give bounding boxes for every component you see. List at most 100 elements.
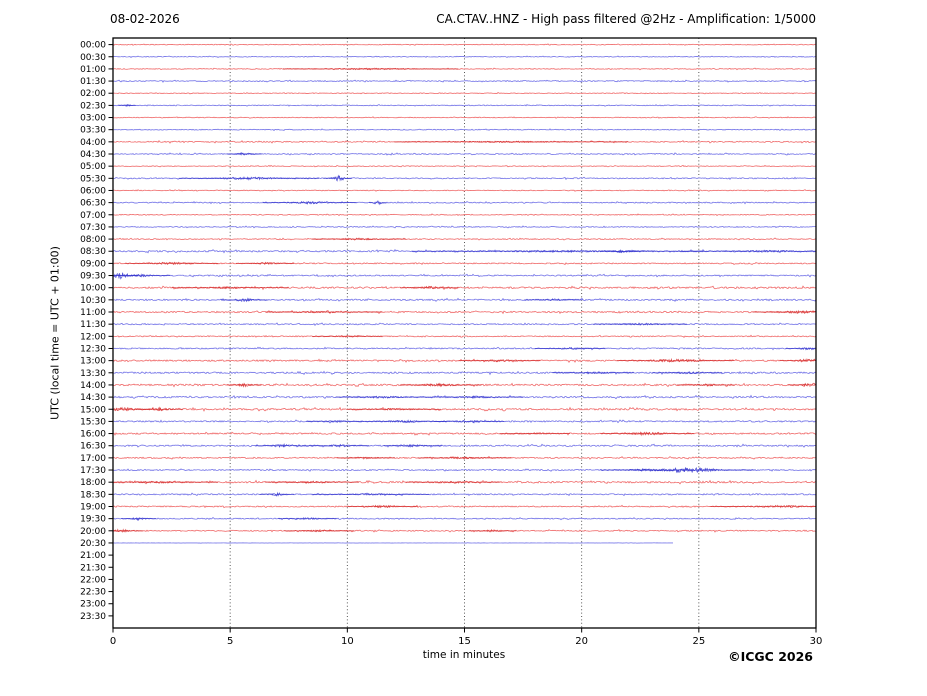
trace-event xyxy=(124,261,219,266)
trace-baseline xyxy=(112,273,817,278)
trace-row-0630 xyxy=(112,200,817,206)
row-label-0030: 00:30 xyxy=(80,53,106,63)
row-label-0130: 01:30 xyxy=(80,77,106,87)
trace-event xyxy=(310,443,370,448)
row-label-1200: 12:00 xyxy=(80,332,106,342)
trace-baseline xyxy=(112,443,817,448)
trace-row-0930 xyxy=(112,272,817,280)
trace-event xyxy=(364,419,447,424)
trace-row-0500 xyxy=(112,164,817,168)
trace-row-1030 xyxy=(112,297,817,303)
trace-baseline xyxy=(112,152,817,156)
row-label-2300: 23:00 xyxy=(80,600,106,610)
row-label-1900: 19:00 xyxy=(80,502,106,512)
trace-event xyxy=(347,407,441,411)
row-label-0530: 05:30 xyxy=(80,174,106,184)
trace-baseline xyxy=(112,67,817,71)
trace-event xyxy=(499,432,570,435)
trace-row-0900 xyxy=(112,261,817,266)
trace-baseline xyxy=(112,189,817,192)
trace-event xyxy=(787,382,816,387)
trace-event xyxy=(417,456,512,460)
trace-event xyxy=(394,140,629,144)
trace-row-2000 xyxy=(112,528,817,533)
page-title: CA.CTAV..HNZ - High pass filtered @2Hz -… xyxy=(436,12,816,26)
trace-row-0400 xyxy=(112,140,817,144)
x-tick-label-15: 15 xyxy=(458,636,471,647)
trace-row-1730 xyxy=(112,467,817,474)
trace-event xyxy=(306,419,365,423)
trace-event xyxy=(220,297,268,303)
trace-row-0330 xyxy=(112,128,817,132)
row-label-1630: 16:30 xyxy=(80,442,106,452)
trace-row-1630 xyxy=(112,442,817,448)
trace-row-1900 xyxy=(112,504,817,509)
trace-row-0000 xyxy=(112,43,817,46)
trace-event xyxy=(282,67,459,71)
row-label-1700: 17:00 xyxy=(80,454,106,464)
row-label-0300: 03:00 xyxy=(80,114,106,124)
trace-baseline xyxy=(112,43,817,46)
trace-event xyxy=(265,310,383,314)
trace-event xyxy=(335,395,430,399)
trace-event xyxy=(136,406,184,412)
trace-event xyxy=(524,298,583,302)
x-tick-label-25: 25 xyxy=(692,636,705,647)
trace-baseline xyxy=(112,346,817,351)
row-label-1000: 10:00 xyxy=(80,284,106,294)
trace-row-0830 xyxy=(112,248,817,254)
trace-baseline xyxy=(112,456,817,460)
trace-event xyxy=(312,237,406,241)
trace-event xyxy=(265,480,359,484)
trace-event xyxy=(226,151,262,156)
row-label-0430: 04:30 xyxy=(80,150,106,160)
trace-event xyxy=(676,383,735,387)
trace-event xyxy=(254,442,314,448)
row-label-0700: 07:00 xyxy=(80,211,106,221)
trace-event xyxy=(400,382,482,388)
trace-baseline xyxy=(112,55,817,59)
trace-event xyxy=(469,529,517,533)
trace-event xyxy=(112,528,144,533)
trace-row-1600 xyxy=(112,431,817,437)
row-label-1100: 11:00 xyxy=(80,308,106,318)
trace-event xyxy=(368,200,387,206)
row-label-1930: 19:30 xyxy=(80,515,106,525)
trace-event xyxy=(785,347,816,351)
row-label-0000: 00:00 xyxy=(80,41,106,51)
trace-event xyxy=(600,248,648,254)
trace-baseline xyxy=(113,79,817,83)
trace-baseline xyxy=(112,285,817,291)
trace-row-1100 xyxy=(112,309,817,315)
trace-baseline xyxy=(112,431,817,436)
x-tick-label-5: 5 xyxy=(227,636,233,647)
row-label-0200: 02:00 xyxy=(80,89,106,99)
trace-row-1130 xyxy=(112,322,817,327)
row-label-1230: 12:30 xyxy=(80,344,106,354)
trace-baseline xyxy=(112,225,817,229)
trace-row-0100 xyxy=(112,67,817,71)
trace-event xyxy=(171,286,289,290)
row-label-0900: 09:00 xyxy=(80,259,106,269)
row-label-0230: 02:30 xyxy=(80,101,106,111)
trace-event xyxy=(552,371,635,375)
trace-event xyxy=(121,517,157,522)
trace-event xyxy=(323,174,353,182)
row-label-0730: 07:30 xyxy=(80,223,106,233)
trace-event xyxy=(710,504,816,509)
trace-event xyxy=(405,480,500,484)
trace-baseline xyxy=(112,92,817,95)
trace-baseline xyxy=(112,116,817,119)
row-label-0930: 09:30 xyxy=(80,272,106,282)
trace-baseline xyxy=(112,517,817,521)
trace-event xyxy=(312,492,430,496)
trace-event xyxy=(312,335,383,338)
row-label-2330: 23:30 xyxy=(80,612,106,622)
row-label-0100: 01:00 xyxy=(80,65,106,75)
trace-baseline xyxy=(112,529,817,533)
trace-baseline xyxy=(112,213,817,217)
row-label-1330: 13:30 xyxy=(80,369,106,379)
trace-event xyxy=(278,517,337,521)
